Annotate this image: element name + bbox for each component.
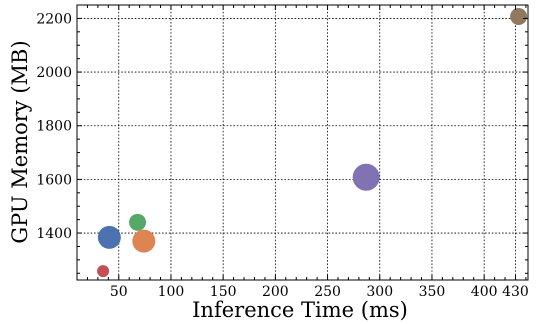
data-point: [352, 163, 380, 191]
data-point: [510, 8, 528, 26]
data-points: [97, 8, 528, 278]
x-tick-label: 150: [210, 284, 237, 300]
data-point: [129, 213, 147, 231]
x-tick-label: 430: [502, 284, 529, 300]
x-tick-label: 100: [158, 284, 185, 300]
data-point: [132, 229, 156, 253]
axis-ticks: [77, 4, 528, 280]
grid: [77, 5, 528, 280]
x-tick-label: 400: [471, 284, 498, 300]
x-tick-label: 300: [366, 284, 393, 300]
y-tick-label: 1600: [36, 172, 72, 188]
x-tick-labels: 50 100 150 200 250 300 350 400 430: [110, 284, 529, 300]
x-tick-label: 50: [110, 284, 128, 300]
data-point: [97, 225, 121, 249]
data-point: [97, 265, 110, 278]
y-tick-label: 2200: [36, 11, 72, 27]
x-tick-label: 200: [262, 284, 289, 300]
y-tick-label: 1800: [36, 119, 72, 135]
x-tick-label: 250: [314, 284, 341, 300]
y-axis-label: GPU Memory (MB): [8, 40, 32, 243]
y-tick-labels: 1400 1600 1800 2000 2200: [36, 11, 72, 242]
y-tick-label: 2000: [36, 65, 72, 81]
x-axis-label: Inference Time (ms): [192, 298, 408, 322]
y-tick-label: 1400: [36, 226, 72, 242]
x-tick-label: 350: [419, 284, 446, 300]
plot-frame: [76, 4, 529, 281]
